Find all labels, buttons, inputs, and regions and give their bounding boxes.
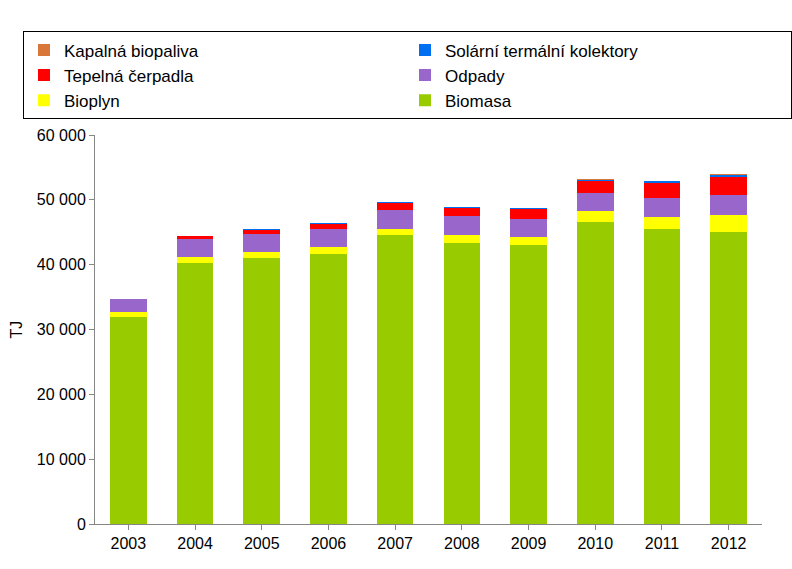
svg-text:Biomasa: Biomasa: [445, 92, 512, 111]
svg-text:TJ: TJ: [8, 321, 25, 339]
svg-text:30 000: 30 000: [37, 321, 86, 338]
svg-text:2006: 2006: [311, 535, 347, 552]
svg-text:40 000: 40 000: [37, 256, 86, 273]
svg-text:2009: 2009: [511, 535, 547, 552]
svg-text:2003: 2003: [111, 535, 147, 552]
svg-text:60 000: 60 000: [37, 127, 86, 144]
svg-text:50 000: 50 000: [37, 191, 86, 208]
svg-text:2008: 2008: [444, 535, 480, 552]
svg-text:0: 0: [77, 516, 86, 533]
svg-text:20 000: 20 000: [37, 386, 86, 403]
svg-text:Solární termální kolektory: Solární termální kolektory: [445, 42, 638, 61]
svg-text:2007: 2007: [377, 535, 413, 552]
svg-text:10 000: 10 000: [37, 451, 86, 468]
svg-text:2005: 2005: [244, 535, 280, 552]
svg-text:Odpady: Odpady: [445, 67, 505, 86]
svg-text:2011: 2011: [645, 535, 680, 552]
svg-text:Bioplyn: Bioplyn: [64, 92, 120, 111]
svg-text:2004: 2004: [177, 535, 213, 552]
svg-text:Kapalná biopaliva: Kapalná biopaliva: [64, 42, 199, 61]
svg-text:2010: 2010: [577, 535, 613, 552]
svg-text:2012: 2012: [711, 535, 747, 552]
svg-text:Tepelná čerpadla: Tepelná čerpadla: [64, 67, 194, 86]
